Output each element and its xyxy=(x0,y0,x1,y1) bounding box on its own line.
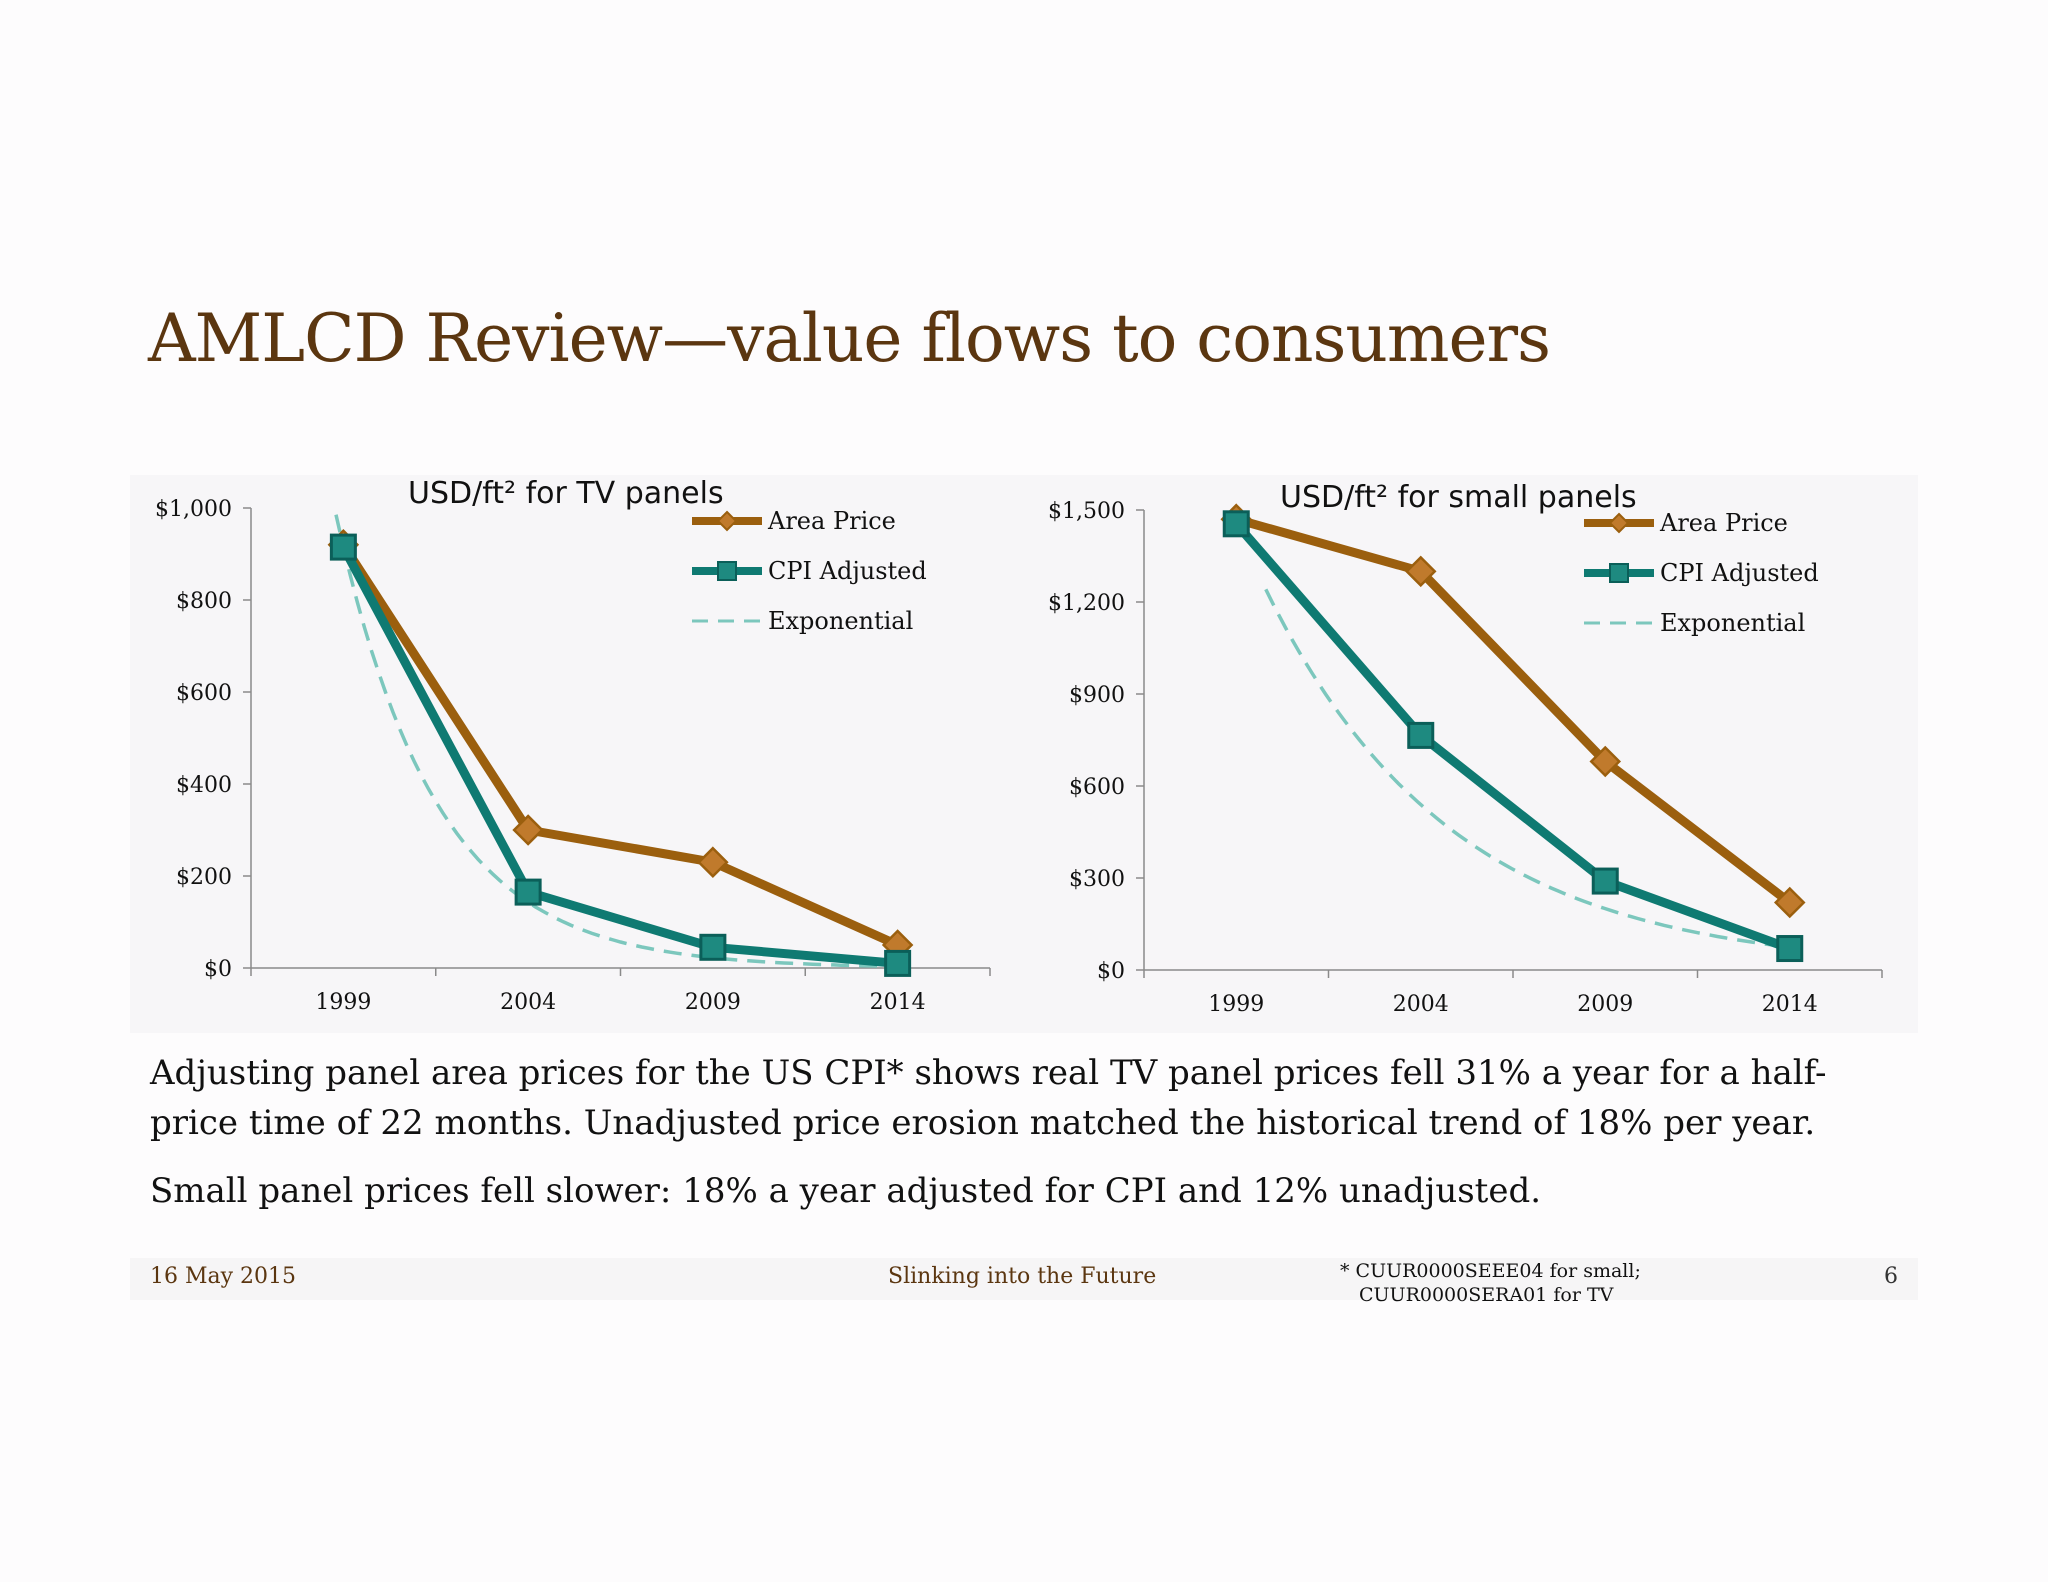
series-exponential-line xyxy=(334,514,906,969)
paragraph-tv: Adjusting panel area prices for the US C… xyxy=(150,1053,1827,1143)
charts-svg: USD/ft² for TV panels $0 $200 $400 $600 $800 $… xyxy=(155,476,1883,1017)
footer-date: 16 May 2015 xyxy=(150,1264,297,1289)
y-tick-label: $0 xyxy=(1097,959,1125,984)
slide-title: AMLCD Review—value flows to consumers xyxy=(148,300,1551,377)
footer-center-title: Slinking into the Future xyxy=(888,1264,1157,1289)
area-price-point xyxy=(1589,745,1622,778)
legend-exponential-label: Exponential xyxy=(1660,609,1805,637)
area-price-point xyxy=(512,814,544,846)
y-tick-label: $400 xyxy=(176,773,232,798)
y-tick-label: $200 xyxy=(176,865,232,890)
series-cpi-line xyxy=(1232,520,1792,953)
area-price-point xyxy=(697,846,729,878)
series-area-price-line xyxy=(1235,514,1793,907)
legend-area-price-label: Area Price xyxy=(767,507,896,535)
cpi-point xyxy=(699,933,727,961)
cpi-point xyxy=(1591,867,1619,895)
chart-legend: Area Price CPI Adjusted Exponential xyxy=(1584,509,1819,637)
legend-cpi-label: CPI Adjusted xyxy=(768,557,927,585)
footnote: * CUUR0000SEEE04 for small; CUUR0000SERA… xyxy=(1340,1259,1641,1307)
series-exponential-line xyxy=(1264,588,1798,950)
paragraph-small: Small panel prices fell slower: 18% a ye… xyxy=(150,1171,1542,1211)
y-tick-label: $0 xyxy=(204,957,232,982)
y-tick-label: $300 xyxy=(1069,867,1125,892)
y-tick-label: $800 xyxy=(176,589,232,614)
footnote-line-1: * CUUR0000SEEE04 for small; xyxy=(1340,1260,1641,1282)
chart-tv: USD/ft² for TV panels $0 $200 $400 $600 $800 $… xyxy=(155,476,991,1015)
x-tick-label: 1999 xyxy=(1208,992,1264,1017)
chart-title: USD/ft² for small panels xyxy=(1280,480,1637,515)
legend-cpi-marker xyxy=(1609,563,1629,583)
cpi-point xyxy=(884,949,912,977)
x-tick-label: 1999 xyxy=(315,990,371,1015)
cpi-point xyxy=(1407,721,1435,749)
area-price-point xyxy=(1773,886,1806,919)
chart-panel: USD/ft² for TV panels $0 $200 $400 $600 $800 $… xyxy=(130,475,1918,1033)
y-tick-label: $1,000 xyxy=(155,497,232,522)
legend-area-price-marker xyxy=(1608,512,1630,534)
legend-exponential-label: Exponential xyxy=(768,607,913,635)
cpi-point xyxy=(1776,935,1804,963)
y-tick-label: $900 xyxy=(1069,683,1125,708)
x-tick-label: 2009 xyxy=(1577,992,1633,1017)
series-area-price-line xyxy=(339,542,900,950)
x-tick-label: 2009 xyxy=(685,990,741,1015)
chart-small: USD/ft² for small panels $0 $300 $600 $900 $1… xyxy=(1048,480,1883,1017)
cpi-point xyxy=(1222,510,1250,538)
x-tick-label: 2014 xyxy=(870,990,926,1015)
x-tick-label: 2004 xyxy=(1393,992,1449,1017)
area-price-point xyxy=(1404,555,1437,588)
y-tick-label: $600 xyxy=(1069,775,1125,800)
legend-cpi-marker xyxy=(717,561,737,581)
y-tick-label: $1,500 xyxy=(1048,499,1125,524)
cpi-point xyxy=(514,878,542,906)
footer-bar xyxy=(130,1258,1918,1300)
x-tick-label: 2014 xyxy=(1762,992,1818,1017)
legend-area-price-label: Area Price xyxy=(1659,509,1788,537)
cpi-point xyxy=(329,533,357,561)
footnote-line-2: CUUR0000SERA01 for TV xyxy=(1359,1284,1614,1306)
series-cpi-line xyxy=(339,544,899,968)
legend-area-price-marker xyxy=(716,510,738,532)
chart-title: USD/ft² for TV panels xyxy=(408,476,724,511)
y-tick-label: $1,200 xyxy=(1048,591,1125,616)
chart-legend: Area Price CPI Adjusted Exponential xyxy=(692,507,927,635)
x-tick-label: 2004 xyxy=(500,990,556,1015)
y-tick-label: $600 xyxy=(176,681,232,706)
page-number: 6 xyxy=(1884,1264,1898,1289)
legend-cpi-label: CPI Adjusted xyxy=(1660,559,1819,587)
